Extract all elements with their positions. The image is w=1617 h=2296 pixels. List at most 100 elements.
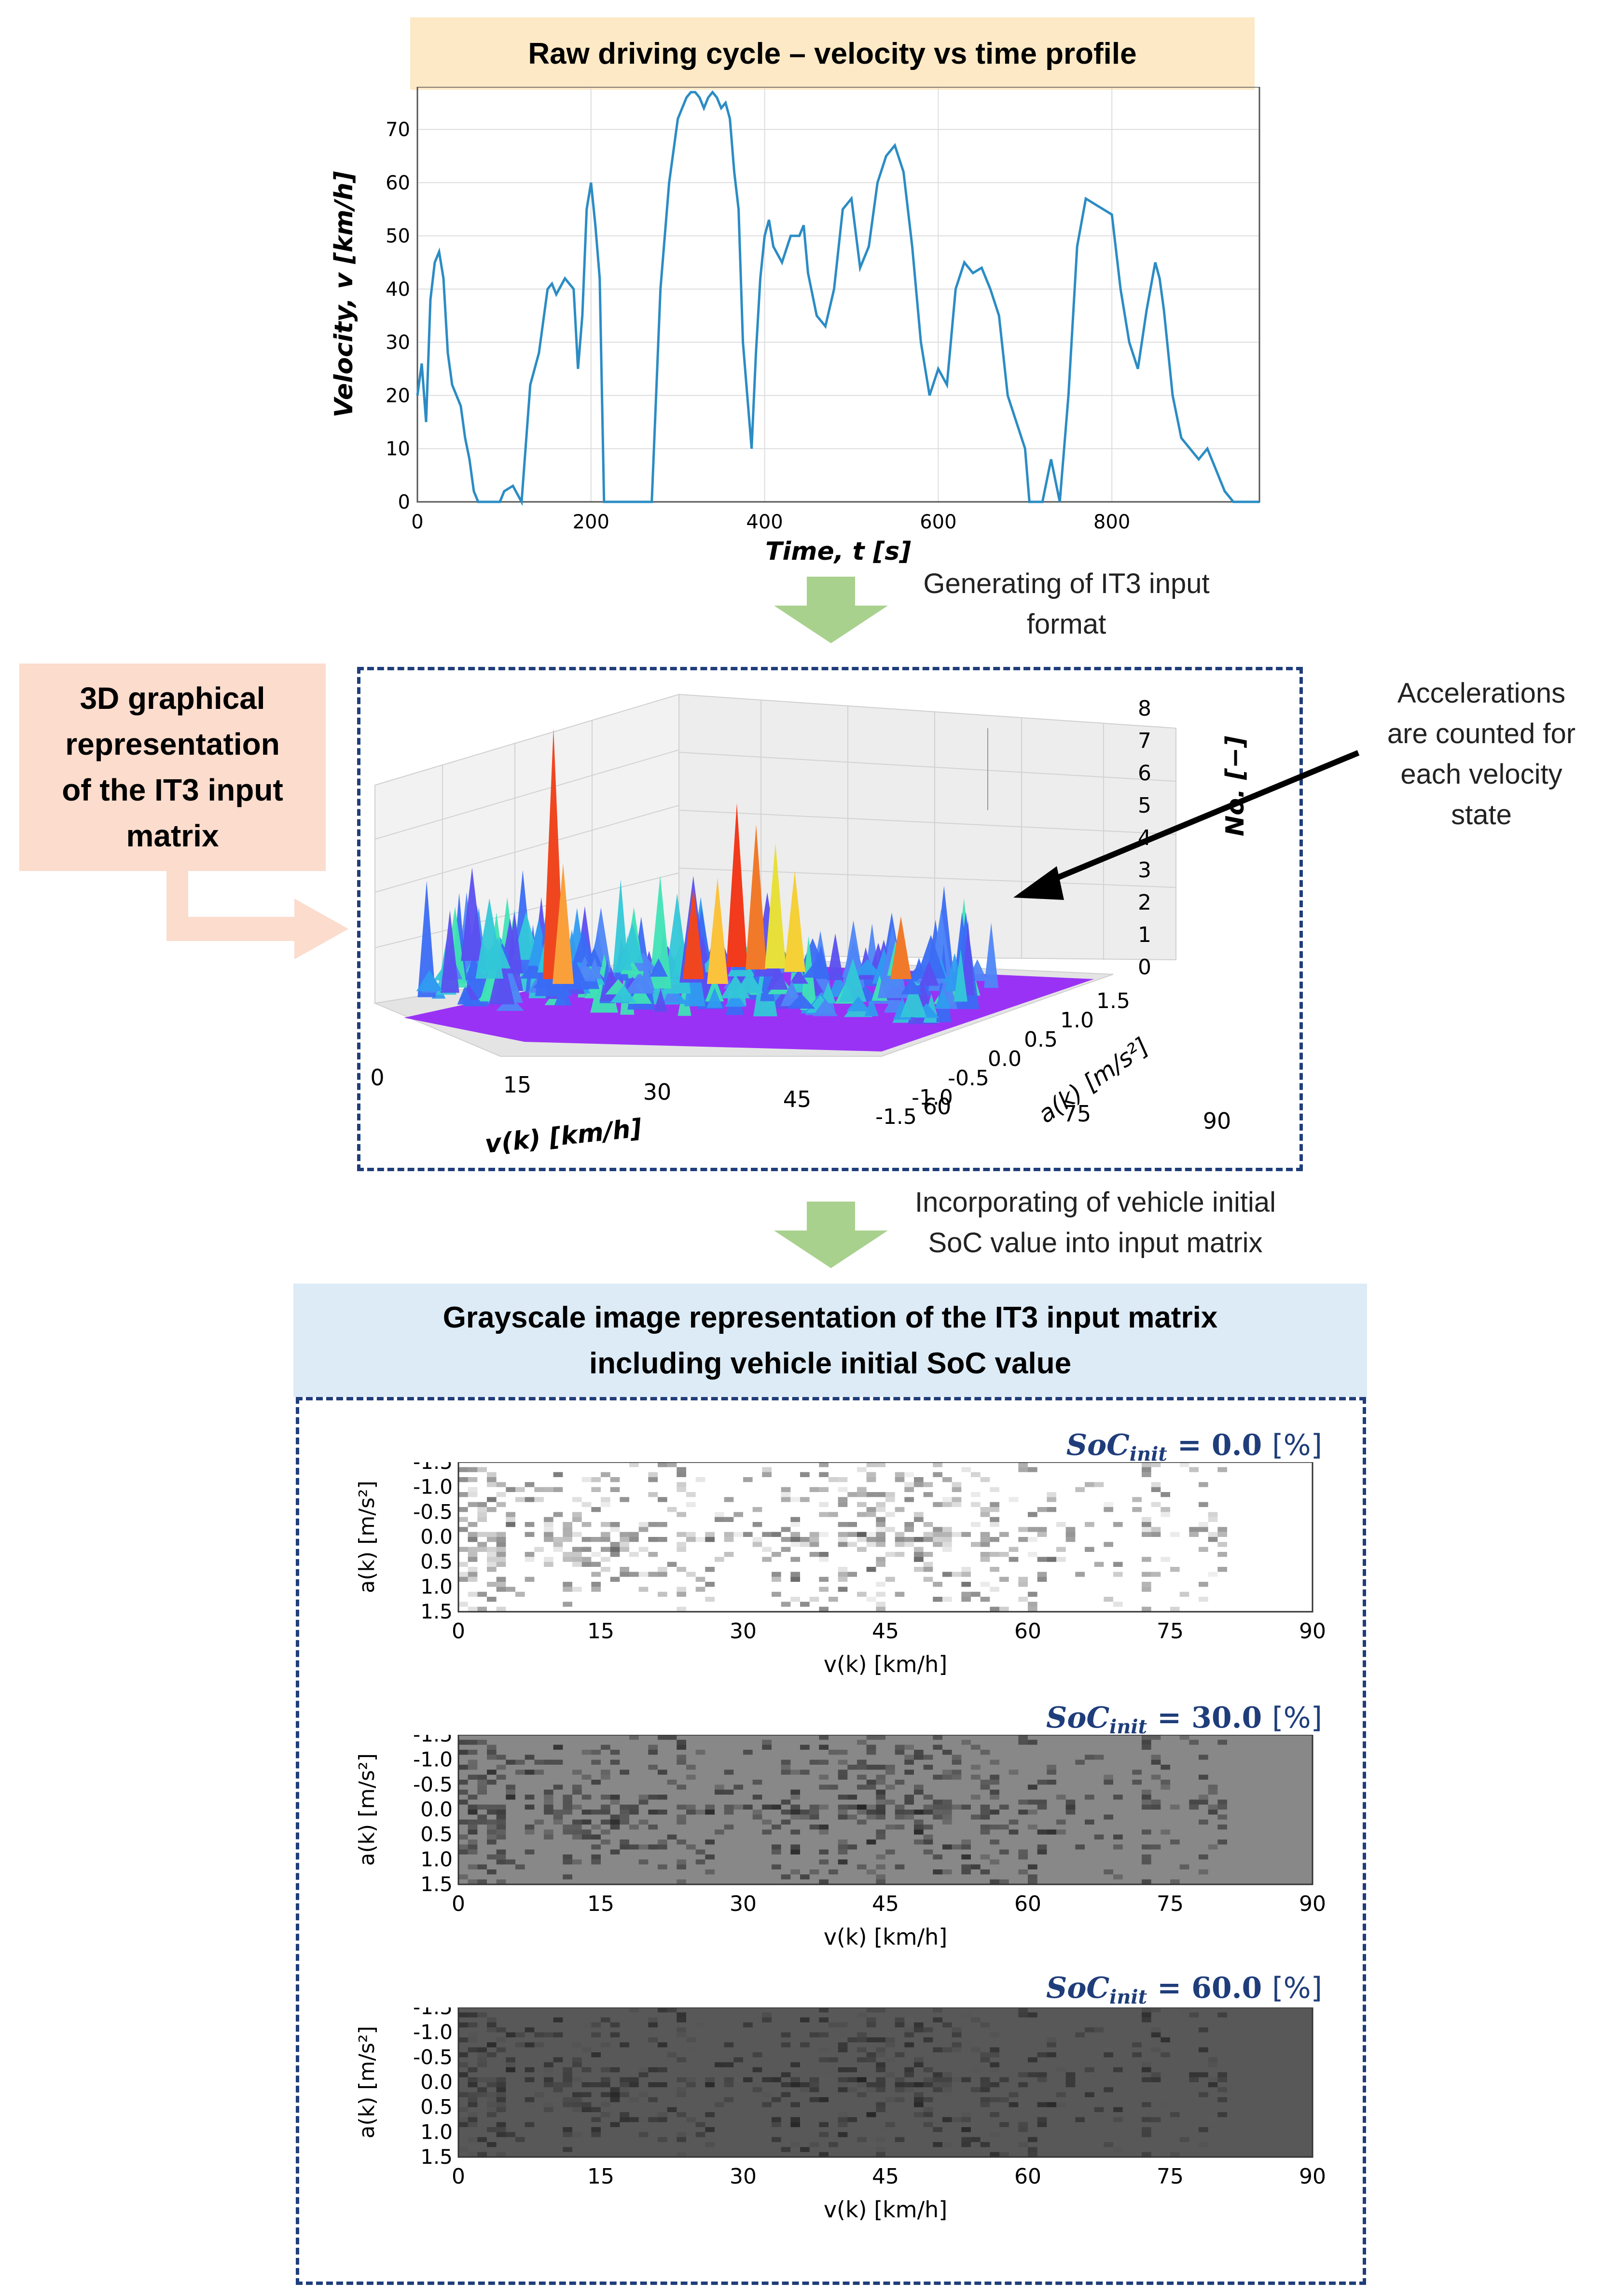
heatmap-cell [724,1497,734,1502]
heatmap-cell [1208,2062,1218,2067]
heatmap-cell [563,1537,572,1542]
heatmap-cell [496,1557,506,1562]
heatmap-cell [876,2082,885,2088]
grayscale-header: Grayscale image representation of the IT… [293,1284,1367,1397]
surface-spike [621,923,644,963]
heatmap-cell [781,1497,791,1502]
heatmap-cell [487,1825,497,1830]
surface-spike [934,989,951,1008]
heatmap-cell [762,1472,772,1477]
heatmap-cell [762,2102,772,2107]
heatmap-cell [781,1487,791,1492]
heatmap-cell [534,2092,544,2097]
heatmap-cell [1161,1784,1170,1790]
heatmap-cell [487,1562,497,1567]
heatmap-cell [772,1825,781,1830]
heatmap-cell [819,1879,829,1884]
heatmap-cell [458,1517,468,1522]
heatmap-cell [980,1810,990,1815]
heatmap-cell [458,1765,468,1770]
heatmap-cell [638,2067,649,2073]
heatmap-cell [904,2017,914,2022]
heatmap-cell [904,1755,914,1760]
heatmap-cell [620,2092,629,2097]
heatmap-cell [772,1844,781,1850]
heatmap-cell [477,2087,487,2092]
heatmap-cell [1065,1532,1076,1537]
heatmap-cell [629,1537,639,1542]
heatmap-cell [923,2112,933,2117]
heatmap-cell [496,1849,506,1854]
heatmap-cell [648,1572,658,1577]
heatmap-cell [923,2107,933,2112]
heatmap-cell [610,1750,620,1755]
heatmap-cell [1132,1507,1142,1512]
heatmap-cell [487,2102,497,2107]
heatmap-cell [544,2102,553,2107]
heatmap-y-tick: 1.5 [420,1600,453,1623]
heatmap-cell [705,1810,715,1815]
heatmap-cell [658,2042,667,2047]
heatmap-cell [838,2047,848,2052]
heatmap-cell [487,1507,497,1512]
heatmap-cell [1065,1810,1076,1815]
heatmap-cell [563,1582,572,1587]
heatmap-cell [1018,2007,1028,2013]
heatmap-cell [904,1810,914,1815]
heatmap-cell [677,1542,686,1547]
heatmap-cell [1104,1597,1113,1602]
heatmap-cell [487,1829,497,1835]
v-tick: 0 [370,1065,384,1091]
heatmap-cell [933,1597,942,1602]
heatmap-cell [1217,1814,1227,1820]
heatmap-cell [525,1755,535,1760]
heatmap-cell [1028,1784,1037,1790]
heatmap-cell [695,1810,705,1815]
heatmap-cell [800,2087,810,2092]
heatmap-cell [914,1750,924,1755]
heatmap-cell [781,2042,791,2047]
heatmap-cell [468,1810,478,1815]
heatmap-cell [487,2097,497,2102]
surface-peak [746,825,767,969]
heatmap-cell [990,1774,999,1780]
heatmap-cell [638,1795,649,1800]
velocity-grid [417,87,1259,502]
heatmap-cell [610,1477,620,1482]
heatmap-cell [1028,2097,1037,2102]
heatmap-cell [468,1477,478,1482]
heatmap-x-tick: 60 [1014,1619,1041,1644]
heatmap-cell [733,1804,743,1810]
heatmap-cell [1189,1799,1199,1805]
heatmap-cell [1199,1522,1208,1527]
heatmap-cell [638,1819,649,1825]
heatmap-cell [563,1795,572,1800]
heatmap-cell [999,1879,1009,1884]
heatmap-cell [1113,2117,1123,2122]
heatmap-cell [572,2097,582,2102]
heatmap-cell [838,1759,848,1765]
heatmap-cell [772,2077,781,2082]
heatmap-cell [620,1532,629,1537]
heatmap-cell [914,2027,924,2033]
heatmap-cell [468,1879,478,1884]
z-tick: 5 [1138,793,1151,818]
heatmap-cell [980,1532,990,1537]
heatmap-cell [544,2077,553,2082]
plot3d-zlabel: No. [−] [1221,736,1250,836]
heatmap-cell [591,1859,601,1865]
heatmap-cell [923,2037,933,2043]
heatmap-cell [572,1497,582,1502]
heatmap-cell [1056,1795,1066,1800]
surface-spike [839,958,867,1002]
heatmap-cell [1104,2047,1113,2052]
heatmap-cell [942,1804,952,1810]
heatmap-cell [781,1492,791,1497]
heatmap-cell [1208,1517,1218,1522]
heatmap-cell [971,2037,981,2043]
heatmap-x-tick: 30 [730,1892,757,1916]
heatmap-cell [819,1512,829,1517]
heatmap-cell [506,2067,515,2073]
heatmap-cell [724,1537,734,1542]
heatmap-cell [838,1487,848,1492]
